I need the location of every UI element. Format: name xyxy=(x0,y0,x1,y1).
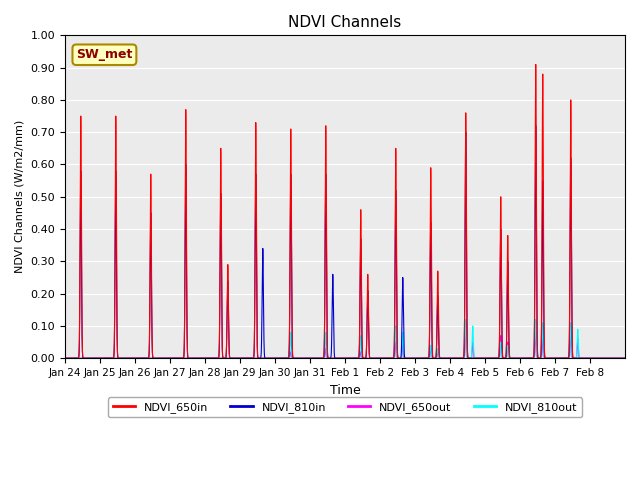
NDVI_650out xyxy=(473,355,481,361)
NDVI_810out xyxy=(532,317,540,323)
NDVI_650in xyxy=(591,355,599,361)
NDVI_650out xyxy=(373,355,381,361)
NDVI_650out xyxy=(621,355,629,361)
NDVI_810out xyxy=(543,355,551,361)
NDVI_650in xyxy=(275,355,282,361)
NDVI_810in xyxy=(334,355,342,361)
NDVI_650out xyxy=(334,355,342,361)
NDVI_650in xyxy=(81,355,88,361)
NDVI_810in xyxy=(81,355,88,361)
Legend: NDVI_650in, NDVI_810in, NDVI_650out, NDVI_810out: NDVI_650in, NDVI_810in, NDVI_650out, NDV… xyxy=(108,397,582,417)
NDVI_810in xyxy=(373,355,381,361)
NDVI_810out xyxy=(473,355,481,361)
NDVI_650out xyxy=(275,355,282,361)
NDVI_650in xyxy=(473,355,481,361)
NDVI_810out xyxy=(275,355,282,361)
NDVI_650out xyxy=(61,355,69,361)
NDVI_650in xyxy=(373,355,381,361)
NDVI_810out xyxy=(81,355,88,361)
NDVI_810in xyxy=(621,355,629,361)
NDVI_650in xyxy=(334,355,342,361)
NDVI_810in xyxy=(473,355,481,361)
Line: NDVI_650out: NDVI_650out xyxy=(65,323,625,358)
NDVI_810in xyxy=(591,355,599,361)
NDVI_810in xyxy=(543,355,551,361)
Title: NDVI Channels: NDVI Channels xyxy=(289,15,402,30)
NDVI_810out xyxy=(373,355,381,361)
X-axis label: Time: Time xyxy=(330,384,360,396)
Text: SW_met: SW_met xyxy=(76,48,132,61)
NDVI_810out xyxy=(61,355,69,361)
NDVI_650in xyxy=(61,355,69,361)
NDVI_650out xyxy=(81,355,88,361)
NDVI_810out xyxy=(621,355,629,361)
NDVI_810out xyxy=(334,355,342,361)
NDVI_810in xyxy=(532,123,540,129)
Line: NDVI_810in: NDVI_810in xyxy=(65,126,625,358)
NDVI_650in xyxy=(621,355,629,361)
NDVI_810in xyxy=(61,355,69,361)
NDVI_650out xyxy=(462,320,470,325)
Line: NDVI_810out: NDVI_810out xyxy=(65,320,625,358)
NDVI_650in xyxy=(532,61,540,67)
NDVI_810in xyxy=(275,355,282,361)
Line: NDVI_650in: NDVI_650in xyxy=(65,64,625,358)
NDVI_650in xyxy=(543,355,551,361)
Y-axis label: NDVI Channels (W/m2/mm): NDVI Channels (W/m2/mm) xyxy=(15,120,25,274)
NDVI_650out xyxy=(543,355,551,361)
